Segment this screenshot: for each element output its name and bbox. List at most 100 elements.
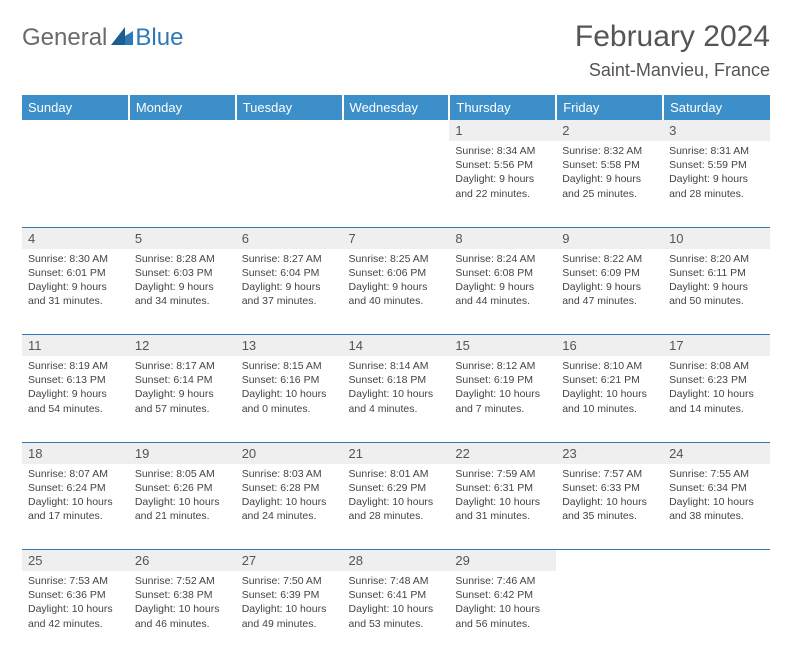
sunrise-text: Sunrise: 8:19 AM	[28, 359, 123, 373]
daylight-text: Daylight: 10 hours and 28 minutes.	[349, 495, 444, 523]
daylight-text: Daylight: 9 hours and 22 minutes.	[455, 172, 550, 200]
daylight-text: Daylight: 10 hours and 17 minutes.	[28, 495, 123, 523]
day-number: 23	[556, 442, 663, 464]
sunset-text: Sunset: 5:58 PM	[562, 158, 657, 172]
sunset-text: Sunset: 6:34 PM	[669, 481, 764, 495]
sunrise-text: Sunrise: 8:03 AM	[242, 467, 337, 481]
sunrise-text: Sunrise: 8:05 AM	[135, 467, 230, 481]
day-number: 18	[22, 442, 129, 464]
day-number	[236, 120, 343, 141]
sunrise-text: Sunrise: 8:27 AM	[242, 252, 337, 266]
day-number: 24	[663, 442, 770, 464]
daylight-text: Daylight: 9 hours and 40 minutes.	[349, 280, 444, 308]
sunset-text: Sunset: 6:01 PM	[28, 266, 123, 280]
page-title: February 2024	[575, 20, 770, 54]
day-number: 15	[449, 335, 556, 357]
details-row: Sunrise: 8:19 AMSunset: 6:13 PM Daylight:…	[22, 356, 770, 442]
details-row: Sunrise: 8:07 AMSunset: 6:24 PMDaylight:…	[22, 464, 770, 550]
daynum-row: 11121314151617	[22, 335, 770, 357]
day-header-row: SundayMondayTuesdayWednesdayThursdayFrid…	[22, 95, 770, 120]
daylight-text: Daylight: 9 hours and 25 minutes.	[562, 172, 657, 200]
day-number: 19	[129, 442, 236, 464]
sunrise-text: Sunrise: 8:14 AM	[349, 359, 444, 373]
day-number: 4	[22, 227, 129, 249]
sunrise-text: Sunrise: 8:08 AM	[669, 359, 764, 373]
header: General Blue February 2024 Saint-Manvieu…	[22, 20, 770, 81]
day-number: 20	[236, 442, 343, 464]
sunrise-text: Sunrise: 8:25 AM	[349, 252, 444, 266]
day-number: 27	[236, 550, 343, 572]
sunrise-text: Sunrise: 8:32 AM	[562, 144, 657, 158]
daynum-row: 2526272829	[22, 550, 770, 572]
sunrise-text: Sunrise: 7:53 AM	[28, 574, 123, 588]
title-block: February 2024 Saint-Manvieu, France	[575, 20, 770, 81]
day-details	[236, 141, 343, 227]
day-details: Sunrise: 8:34 AMSunset: 5:56 PMDaylight:…	[449, 141, 556, 227]
day-details: Sunrise: 8:07 AMSunset: 6:24 PMDaylight:…	[22, 464, 129, 550]
sunrise-text: Sunrise: 7:48 AM	[349, 574, 444, 588]
day-details: Sunrise: 7:48 AMSunset: 6:41 PMDaylight:…	[343, 571, 450, 657]
daylight-text: Daylight: 10 hours and 7 minutes.	[455, 387, 550, 415]
day-details: Sunrise: 8:10 AMSunset: 6:21 PMDaylight:…	[556, 356, 663, 442]
daylight-text: Daylight: 10 hours and 0 minutes.	[242, 387, 337, 415]
sunrise-text: Sunrise: 8:12 AM	[455, 359, 550, 373]
sunrise-text: Sunrise: 8:24 AM	[455, 252, 550, 266]
sunset-text: Sunset: 6:21 PM	[562, 373, 657, 387]
day-details: Sunrise: 8:22 AMSunset: 6:09 PMDaylight:…	[556, 249, 663, 335]
day-details	[22, 141, 129, 227]
day-number	[22, 120, 129, 141]
day-details: Sunrise: 8:32 AMSunset: 5:58 PMDaylight:…	[556, 141, 663, 227]
daylight-text: Daylight: 10 hours and 10 minutes.	[562, 387, 657, 415]
sunset-text: Sunset: 6:36 PM	[28, 588, 123, 602]
details-row: Sunrise: 8:30 AMSunset: 6:01 PMDaylight:…	[22, 249, 770, 335]
day-details: Sunrise: 7:46 AMSunset: 6:42 PMDaylight:…	[449, 571, 556, 657]
day-details: Sunrise: 8:14 AMSunset: 6:18 PMDaylight:…	[343, 356, 450, 442]
sunset-text: Sunset: 6:11 PM	[669, 266, 764, 280]
sunrise-text: Sunrise: 7:55 AM	[669, 467, 764, 481]
day-details: Sunrise: 7:55 AMSunset: 6:34 PMDaylight:…	[663, 464, 770, 550]
day-details: Sunrise: 8:05 AMSunset: 6:26 PMDaylight:…	[129, 464, 236, 550]
day-details: Sunrise: 7:59 AMSunset: 6:31 PMDaylight:…	[449, 464, 556, 550]
sunset-text: Sunset: 6:31 PM	[455, 481, 550, 495]
day-details: Sunrise: 8:12 AMSunset: 6:19 PMDaylight:…	[449, 356, 556, 442]
day-details: Sunrise: 8:19 AMSunset: 6:13 PMDaylight:…	[22, 356, 129, 442]
sunset-text: Sunset: 6:33 PM	[562, 481, 657, 495]
sunset-text: Sunset: 6:13 PM	[28, 373, 123, 387]
day-header: Thursday	[449, 95, 556, 120]
day-details: Sunrise: 8:30 AMSunset: 6:01 PMDaylight:…	[22, 249, 129, 335]
day-details: Sunrise: 7:53 AMSunset: 6:36 PMDaylight:…	[22, 571, 129, 657]
sunrise-text: Sunrise: 8:17 AM	[135, 359, 230, 373]
sunset-text: Sunset: 6:29 PM	[349, 481, 444, 495]
sunrise-text: Sunrise: 7:59 AM	[455, 467, 550, 481]
daylight-text: Daylight: 10 hours and 53 minutes.	[349, 602, 444, 630]
day-number: 8	[449, 227, 556, 249]
day-header: Monday	[129, 95, 236, 120]
daylight-text: Daylight: 10 hours and 42 minutes.	[28, 602, 123, 630]
day-number: 29	[449, 550, 556, 572]
daylight-text: Daylight: 9 hours and 44 minutes.	[455, 280, 550, 308]
day-header: Sunday	[22, 95, 129, 120]
daynum-row: 123	[22, 120, 770, 141]
sunset-text: Sunset: 6:28 PM	[242, 481, 337, 495]
daylight-text: Daylight: 10 hours and 31 minutes.	[455, 495, 550, 523]
daylight-text: Daylight: 10 hours and 4 minutes.	[349, 387, 444, 415]
day-details: Sunrise: 7:50 AMSunset: 6:39 PMDaylight:…	[236, 571, 343, 657]
day-number: 21	[343, 442, 450, 464]
details-row: Sunrise: 8:34 AMSunset: 5:56 PMDaylight:…	[22, 141, 770, 227]
sunset-text: Sunset: 6:39 PM	[242, 588, 337, 602]
logo-text-blue: Blue	[135, 24, 183, 52]
daylight-text: Daylight: 9 hours and 57 minutes.	[135, 387, 230, 415]
day-number: 17	[663, 335, 770, 357]
sunrise-text: Sunrise: 8:07 AM	[28, 467, 123, 481]
daylight-text: Daylight: 10 hours and 49 minutes.	[242, 602, 337, 630]
sunrise-text: Sunrise: 7:57 AM	[562, 467, 657, 481]
day-details: Sunrise: 8:03 AMSunset: 6:28 PMDaylight:…	[236, 464, 343, 550]
daylight-text: Daylight: 10 hours and 56 minutes.	[455, 602, 550, 630]
day-number: 12	[129, 335, 236, 357]
sunset-text: Sunset: 6:16 PM	[242, 373, 337, 387]
daylight-text: Daylight: 10 hours and 38 minutes.	[669, 495, 764, 523]
sunrise-text: Sunrise: 8:01 AM	[349, 467, 444, 481]
sunset-text: Sunset: 6:03 PM	[135, 266, 230, 280]
day-details: Sunrise: 8:25 AMSunset: 6:06 PMDaylight:…	[343, 249, 450, 335]
daylight-text: Daylight: 9 hours and 37 minutes.	[242, 280, 337, 308]
